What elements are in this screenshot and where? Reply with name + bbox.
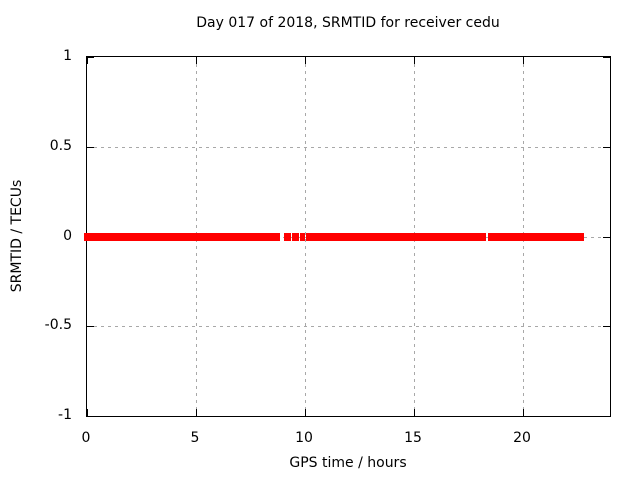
y-tick-left-1 [87,57,94,58]
x-tick-bottom-15 [414,409,415,416]
y-tick-right-0 [603,237,610,238]
chart-title: Day 017 of 2018, SRMTID for receiver ced… [196,15,500,31]
gridline-x-10 [305,57,306,416]
data-point-marker [292,232,299,241]
y-tick-right-0.5 [603,147,610,148]
x-tick-bottom-0 [87,409,88,416]
x-tick-label-10: 10 [295,430,313,446]
x-tick-top-0 [87,57,88,64]
x-tick-label-0: 0 [81,430,91,446]
data-point-marker [306,232,312,241]
x-tick-label-5: 5 [190,430,200,446]
y-tick-right--0.5 [603,326,610,327]
data-segment [84,232,125,241]
x-tick-label-15: 15 [404,430,422,446]
y-tick-label--1: -1 [58,407,72,423]
x-tick-top-15 [414,57,415,64]
data-point-marker [284,232,291,241]
plot-area [84,56,611,417]
data-segment [488,232,585,241]
x-tick-bottom-20 [523,409,524,416]
data-point-marker [300,232,306,241]
data-segment [128,232,281,241]
gridline-y-0.5 [87,147,610,148]
x-tick-top-5 [196,57,197,64]
x-tick-label-20: 20 [513,430,531,446]
y-tick-label--0.5: -0.5 [44,317,72,333]
data-point-marker [482,232,486,241]
x-tick-bottom-5 [196,409,197,416]
y-tick-left-0.5 [87,147,94,148]
y-tick-left--1 [87,416,94,417]
y-tick-right-1 [603,57,610,58]
y-tick-label-0: 0 [63,228,72,244]
y-tick-right--1 [603,416,610,417]
y-tick-left--0.5 [87,326,94,327]
gridline-y--0.5 [87,326,610,327]
x-tick-top-10 [305,57,306,64]
y-tick-label-1: 1 [63,48,72,64]
x-tick-bottom-10 [305,409,306,416]
y-tick-label-0.5: 0.5 [49,138,72,154]
data-point-marker [487,232,491,241]
data-segment [310,232,484,241]
x-tick-top-20 [523,57,524,64]
data-point-marker [125,232,130,241]
x-axis-label: GPS time / hours [289,455,407,471]
